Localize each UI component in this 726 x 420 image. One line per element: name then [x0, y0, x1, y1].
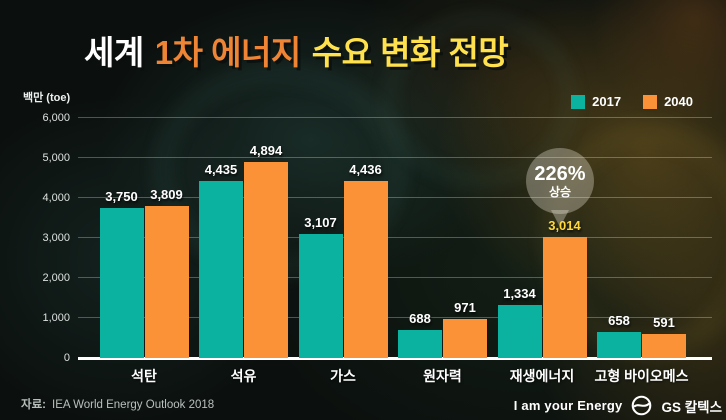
category-label-재생에너지: 재생에너지 — [509, 368, 575, 384]
bar-2040-가스 — [343, 180, 388, 358]
brand-name: GS 칼텍스 — [661, 399, 722, 415]
legend-label-2017: 2017 — [592, 94, 622, 109]
bar-2017-석탄 — [99, 208, 144, 358]
value-label-2040-재생에너지: 3,014 — [548, 218, 581, 234]
y-tick-label-0: 0 — [63, 352, 70, 364]
legend-swatch-2017 — [571, 94, 586, 109]
category-label-석탄: 석탄 — [131, 368, 157, 384]
bar-2040-재생에너지 — [542, 237, 587, 358]
legend-label-2040: 2040 — [664, 94, 693, 109]
value-label-2017-재생에너지: 1,334 — [503, 285, 536, 301]
bar-2040-원자력 — [443, 319, 487, 358]
value-label-2017-고형 바이오메스: 658 — [608, 312, 630, 328]
footer-branding: I am your Energy GS 칼텍스 — [514, 395, 722, 416]
gridline-2000 — [78, 277, 712, 278]
x-axis-line — [78, 357, 712, 360]
y-tick-label-5000: 5,000 — [42, 152, 70, 164]
title-part-orange: 1차 에너지 — [154, 34, 301, 71]
y-tick-label-2000: 2,000 — [42, 272, 70, 284]
gridline-4000 — [78, 197, 712, 198]
y-axis-unit-label: 백만 (toe) — [23, 92, 71, 104]
bar-2017-석유 — [199, 180, 243, 358]
value-label-2040-가스: 4,436 — [349, 161, 382, 177]
legend-swatch-2040 — [643, 94, 658, 109]
gs-caltex-logo-icon — [631, 395, 652, 416]
gridline-1000 — [78, 317, 712, 318]
annotation-bubble-circle: 226% 상승 — [526, 148, 594, 214]
y-tick-label-6000: 6,000 — [42, 112, 70, 124]
value-label-2040-고형 바이오메스: 591 — [653, 315, 675, 331]
y-tick-label-4000: 4,000 — [42, 192, 70, 204]
value-label-2040-석유: 4,894 — [249, 143, 283, 159]
gridline-3000 — [78, 237, 712, 238]
category-label-가스: 가스 — [330, 368, 356, 384]
chart-legend: 2017 2040 — [571, 94, 693, 109]
value-label-2017-석탄: 3,750 — [105, 189, 138, 204]
value-label-2040-석탄: 3,809 — [150, 186, 183, 202]
value-label-2017-석유: 4,435 — [204, 161, 238, 177]
bar-2040-석탄 — [144, 205, 189, 358]
category-label-석유: 석유 — [230, 368, 257, 384]
annotation-bubble: 226% 상승 — [526, 148, 594, 227]
title-part-yellow: 수요 변화 전망 — [311, 34, 509, 71]
value-label-2017-가스: 3,107 — [304, 214, 337, 230]
source-note: 자료: IEA World Energy Outlook 2018 — [21, 396, 214, 412]
bar-2017-가스 — [298, 233, 343, 358]
title-part-white: 세계 — [84, 34, 144, 71]
annotation-text: 상승 — [548, 184, 572, 199]
category-label-고형 바이오메스: 고형 바이오메스 — [594, 368, 689, 384]
source-label: 자료: — [21, 399, 46, 411]
value-label-2017-원자력: 688 — [409, 311, 431, 327]
source-text: IEA World Energy Outlook 2018 — [52, 399, 215, 411]
y-tick-label-1000: 1,000 — [42, 312, 70, 324]
value-label-2040-원자력: 971 — [454, 300, 476, 316]
annotation-percent: 226% — [534, 162, 586, 185]
bar-2017-재생에너지 — [497, 304, 542, 358]
y-tick-label-3000: 3,000 — [42, 232, 70, 244]
bar-2040-고형 바이오메스 — [642, 334, 686, 358]
legend-item-2017: 2017 — [571, 94, 621, 109]
annotation-bubble-tail — [551, 210, 569, 227]
brand-slogan: I am your Energy — [513, 398, 623, 413]
category-label-원자력: 원자력 — [423, 368, 462, 384]
gridline-5000 — [78, 157, 712, 158]
bar-2040-석유 — [244, 162, 288, 358]
plot-area: 226% 상승 0 1,000 2,000 3,000 4,000 5,000 6,000 3… — [42, 112, 712, 384]
bar-2017-고형 바이오메스 — [597, 331, 641, 358]
bar-2017-원자력 — [398, 330, 442, 358]
gridline-6000 — [78, 117, 712, 118]
page-title: 세계 1차 에너지 수요 변화 전망 — [84, 26, 509, 74]
legend-item-2040: 2040 — [643, 94, 693, 109]
